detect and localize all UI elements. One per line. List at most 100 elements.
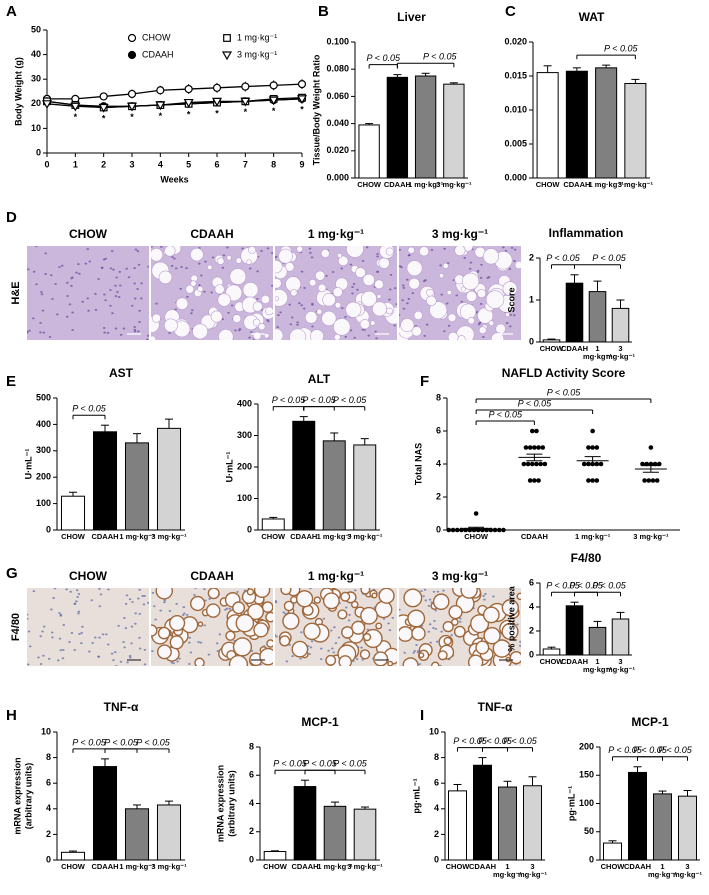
y-tick-label: 0.000: [326, 172, 349, 182]
point: [496, 527, 502, 533]
y-tick-label: 0: [529, 336, 534, 346]
nucleus: [130, 304, 134, 307]
nucleus: [51, 636, 54, 639]
legend-label: CDAAH: [142, 49, 174, 59]
point: [473, 511, 479, 516]
vacuole: [155, 588, 173, 600]
vacuole: [337, 255, 349, 267]
x-tick-label: 9: [299, 159, 304, 169]
nucleus: [270, 284, 273, 287]
chart-title: TNF-α: [104, 700, 139, 714]
nucleus: [116, 290, 119, 293]
nucleus: [484, 593, 487, 596]
nucleus: [133, 325, 137, 328]
nucleus: [27, 663, 30, 666]
significance-label: P < 0.05: [608, 745, 642, 755]
vacuole: [322, 293, 336, 307]
point: [534, 428, 539, 434]
nucleus: [367, 334, 371, 337]
vacuole: [265, 611, 273, 623]
vacuole: [157, 626, 171, 640]
x-tick-label: CDAAH: [560, 658, 589, 666]
series-line: [46, 97, 303, 109]
vacuole: [483, 627, 501, 645]
category-label: 1 mg·kg⁻¹: [317, 533, 352, 541]
panel-label: I: [420, 707, 424, 724]
category-label: 1 mg·kg⁻¹: [493, 863, 522, 879]
vacuole: [207, 588, 220, 600]
vacuole: [295, 590, 314, 608]
significance-label: P < 0.05: [592, 581, 626, 591]
nucleus: [340, 267, 343, 270]
nucleus: [290, 316, 294, 319]
nucleus: [147, 265, 149, 268]
y-tick-label: 300: [36, 445, 51, 455]
nucleus: [52, 596, 55, 599]
nucleus: [32, 270, 36, 273]
vacuole: [282, 612, 300, 630]
nucleus: [509, 313, 513, 316]
vacuole: [407, 246, 415, 254]
vacuole: [334, 301, 342, 309]
vacuole: [235, 257, 242, 264]
marker: [297, 80, 307, 89]
category-label: 3 mg·kg⁻¹: [347, 863, 382, 871]
nucleus: [403, 651, 406, 654]
nucleus: [159, 609, 163, 612]
nucleus: [443, 330, 446, 333]
nucleus: [344, 315, 347, 318]
series-line: [47, 83, 303, 100]
significance-label: P < 0.05: [302, 395, 336, 405]
nucleus: [250, 331, 253, 334]
nucleus: [84, 262, 88, 265]
vacuole: [205, 603, 221, 618]
y-tick-label: 2: [529, 625, 534, 635]
significance-label: P < 0.05: [104, 737, 138, 747]
nucleus: [140, 282, 143, 285]
nucleus: [61, 657, 65, 660]
vacuole: [169, 615, 186, 632]
vacuole: [378, 588, 395, 604]
nucleus: [197, 641, 200, 644]
panel-label: E: [6, 373, 16, 390]
vacuole: [346, 246, 364, 258]
vacuole: [442, 262, 449, 269]
y-tick-label: 0: [36, 147, 41, 157]
point: [454, 527, 460, 533]
nucleus: [332, 651, 336, 654]
micrograph: [151, 246, 273, 340]
bar: [386, 76, 409, 179]
nucleus: [39, 662, 43, 665]
vacuole: [185, 284, 195, 294]
marker: [240, 97, 251, 107]
nucleus: [228, 607, 232, 610]
nucleus: [412, 651, 416, 654]
x-tick-label: CHOW: [261, 533, 286, 541]
nucleus: [296, 323, 299, 326]
vacuole: [340, 591, 351, 602]
nucleus: [86, 297, 89, 300]
x-tick-label: 3 mg·kg⁻¹: [633, 533, 669, 541]
nucleus: [459, 617, 462, 620]
point: [492, 527, 498, 533]
x-tick-label: CDAAH: [291, 863, 319, 871]
category-label: 3 mg·kg⁻¹: [347, 533, 382, 541]
vacuole: [360, 606, 378, 625]
y-axis-label: (arbitrary units): [226, 770, 236, 837]
nucleus: [344, 335, 348, 338]
y-axis-label: pg·mL⁻¹: [411, 778, 421, 813]
x-tick-label: 1 mg·kg⁻¹: [408, 181, 444, 189]
nucleus: [443, 247, 446, 250]
nucleus: [98, 636, 101, 639]
significance-label: P < 0.05: [72, 737, 106, 747]
nucleus: [141, 595, 144, 598]
nucleus: [463, 256, 467, 259]
marker: [241, 82, 250, 91]
vacuole: [151, 248, 164, 262]
nucleus: [128, 598, 132, 601]
y-tick-label: 0: [436, 524, 441, 534]
nucleus: [154, 618, 157, 621]
point: [654, 478, 660, 483]
nucleus: [365, 246, 369, 249]
nucleus: [50, 631, 54, 634]
